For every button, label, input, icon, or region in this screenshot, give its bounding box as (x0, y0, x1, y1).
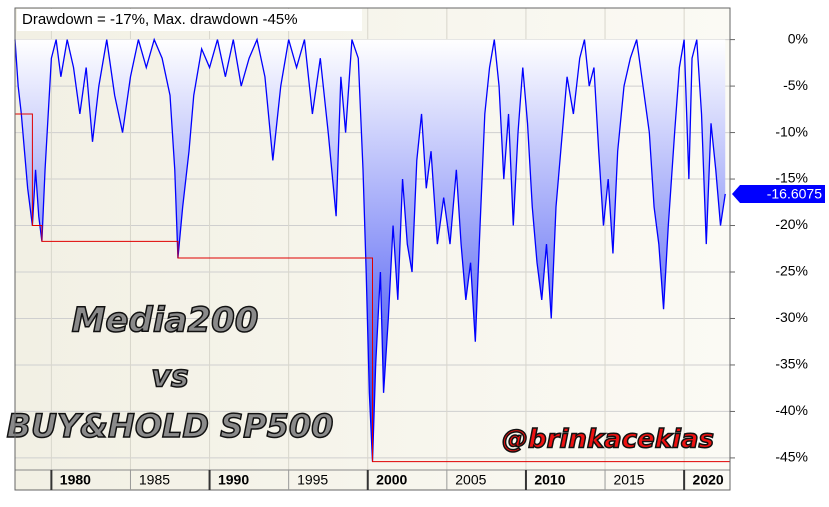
x-tick-label: 1985 (139, 472, 170, 488)
plot-frame (14, 7, 731, 491)
axes: 0% -5% -10% -15% -20% -25% -30% -35% -40% -45% 198… (50, 30, 825, 490)
current-value-label: -16.6075 (767, 186, 822, 202)
x-tick-label: 2020 (693, 472, 724, 488)
y-tick-label: -10% (775, 123, 808, 139)
watermarks: Media200 vs BUY&HOLD SP500 @brinkacekias (6, 300, 715, 456)
y-tick-label: -5% (783, 77, 808, 93)
y-tick-label: -45% (775, 449, 808, 465)
y-tick-label: -35% (775, 356, 808, 372)
y-tick-label: 0% (788, 30, 808, 46)
chart-title: Drawdown = -17%, Max. drawdown -45% (22, 11, 298, 28)
x-tick-label: 1990 (218, 472, 249, 488)
current-value-flag (732, 184, 825, 203)
x-tick-label: 2000 (376, 472, 407, 488)
drawdown-area (15, 39, 726, 462)
title-box (17, 9, 362, 31)
x-tick-label: 2015 (613, 472, 644, 488)
marks (14, 37, 730, 463)
x-tick-label: 1980 (60, 472, 91, 488)
x-tick-label: 2005 (455, 472, 486, 488)
y-tick-label: -25% (775, 263, 808, 279)
watermark: vs (151, 360, 188, 395)
watermark: @brinkacekias (502, 425, 714, 455)
y-tick-label: -30% (775, 309, 808, 325)
max-drawdown-line (15, 113, 730, 463)
watermark: BUY&HOLD SP500 (7, 407, 334, 445)
x-tick-label: 1995 (297, 472, 328, 488)
y-tick-label: -40% (775, 402, 808, 418)
y-tick-label: -20% (775, 216, 808, 232)
x-tick-label: 2010 (534, 472, 565, 488)
y-tick-label: -15% (775, 170, 808, 186)
drawdown-line (14, 37, 726, 462)
watermark: Media200 (72, 301, 259, 341)
